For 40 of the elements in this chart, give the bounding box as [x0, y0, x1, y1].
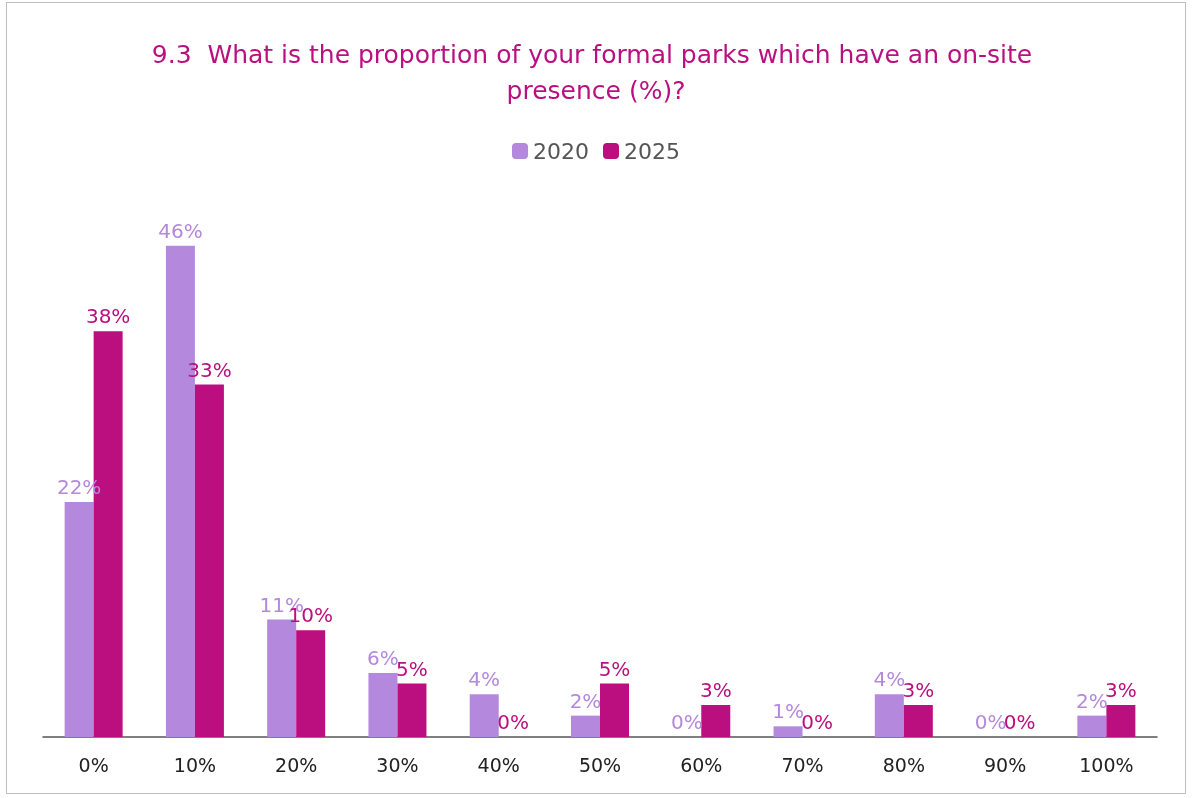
bar [701, 704, 731, 737]
data-label: 2% [1076, 688, 1108, 713]
data-label: 3% [699, 677, 732, 702]
bar [773, 726, 803, 737]
x-tick-label: 90% [983, 753, 1027, 776]
bar [397, 683, 427, 737]
legend-label: 2025 [624, 138, 680, 164]
bar [368, 672, 398, 737]
x-tick-label: 70% [781, 753, 824, 776]
bar [64, 502, 94, 737]
x-tick-label: 10% [173, 753, 217, 776]
x-tick-label: 60% [680, 753, 723, 776]
x-tick-label: 100% [1079, 753, 1134, 776]
x-tick-label: 0% [78, 753, 109, 776]
bar [1106, 704, 1136, 737]
chart-title: 9.3 What is the proportion of your formal parks which have an on-site presence (%)? [151, 39, 1041, 105]
data-label: 6% [367, 645, 399, 670]
x-tick-label: 40% [477, 753, 520, 776]
x-tick-label: 30% [376, 753, 419, 776]
data-label: 0% [974, 710, 1007, 734]
data-label: 3% [1105, 677, 1137, 702]
legend-label: 2020 [533, 138, 590, 164]
x-tick-label: 80% [882, 753, 925, 776]
bar [600, 683, 629, 737]
data-label: 46% [158, 218, 203, 243]
data-label: 2% [569, 688, 602, 713]
bar [874, 694, 904, 737]
data-label: 5% [598, 656, 631, 681]
data-label: 0% [497, 710, 530, 734]
data-label: 4% [468, 667, 501, 692]
bar [194, 384, 224, 737]
bar [571, 715, 600, 737]
bar [1077, 715, 1107, 737]
data-label: 33% [187, 357, 232, 382]
bar [469, 694, 499, 737]
x-tick-label: 20% [275, 753, 318, 776]
data-label: 38% [85, 304, 131, 329]
bar [296, 630, 326, 737]
x-tick-label: 50% [578, 753, 622, 776]
bar [903, 704, 933, 737]
